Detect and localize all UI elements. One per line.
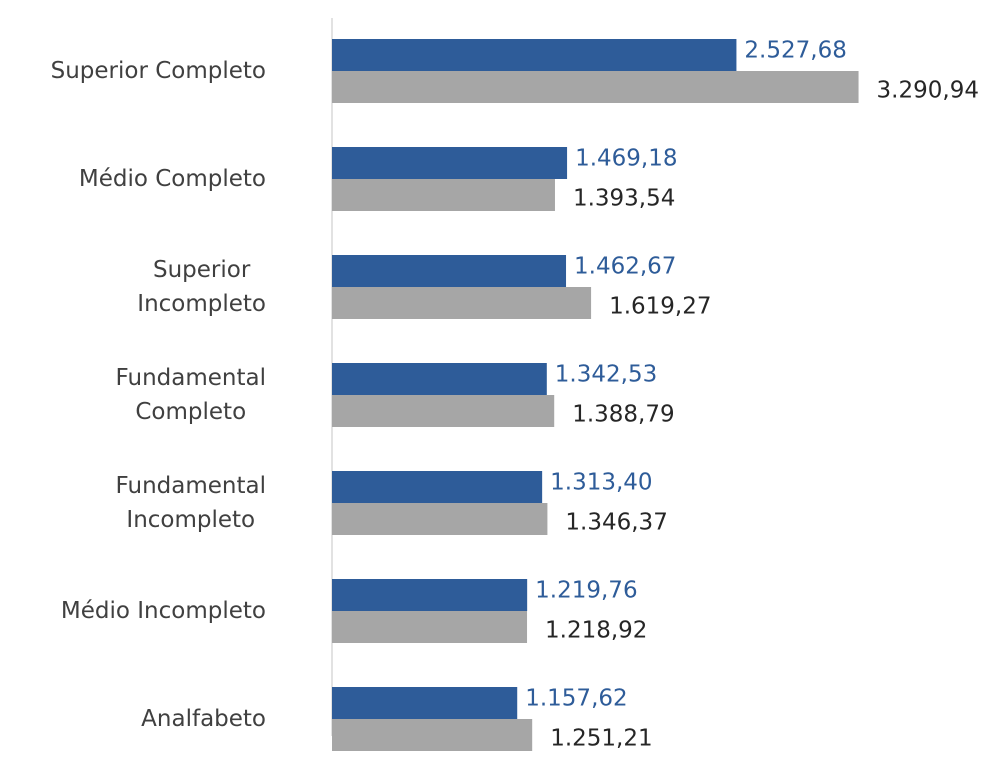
value-label: 1.619,27: [609, 294, 711, 320]
category-label: Superior Incompleto: [137, 257, 266, 317]
bar: [332, 39, 737, 71]
value-label: 1.313,40: [550, 470, 652, 496]
category-label: Analfabeto: [141, 706, 266, 732]
value-label: 2.527,68: [744, 38, 846, 64]
category-label: Médio Incompleto: [60, 598, 266, 624]
bar: [332, 255, 567, 287]
bar: [332, 719, 533, 751]
category-label: Fundamental Completo: [115, 365, 266, 425]
category-label: Fundamental Incompleto: [115, 473, 266, 533]
value-label: 1.219,76: [535, 578, 637, 604]
value-label: 1.342,53: [555, 362, 657, 388]
value-label: 1.346,37: [565, 510, 667, 536]
bar: [332, 687, 518, 719]
category-label: Médio Completo: [78, 166, 266, 192]
value-label: 1.462,67: [574, 254, 676, 280]
value-label: 3.290,94: [877, 78, 979, 104]
bar: [332, 471, 543, 503]
value-label: 1.469,18: [575, 146, 677, 172]
bar: [332, 363, 547, 395]
bar: [332, 179, 555, 211]
value-label: 1.218,92: [545, 618, 647, 644]
value-label: 1.393,54: [573, 186, 675, 212]
bar: [332, 71, 859, 103]
value-label: 1.251,21: [550, 726, 652, 752]
bar: [332, 503, 548, 535]
value-label: 1.157,62: [525, 686, 627, 712]
bar: [332, 147, 568, 179]
bar: [332, 287, 592, 319]
category-label: Superior Completo: [50, 58, 266, 84]
value-label: 1.388,79: [572, 402, 674, 428]
bar: [332, 611, 528, 643]
bar: [332, 579, 528, 611]
bar: [332, 395, 555, 427]
